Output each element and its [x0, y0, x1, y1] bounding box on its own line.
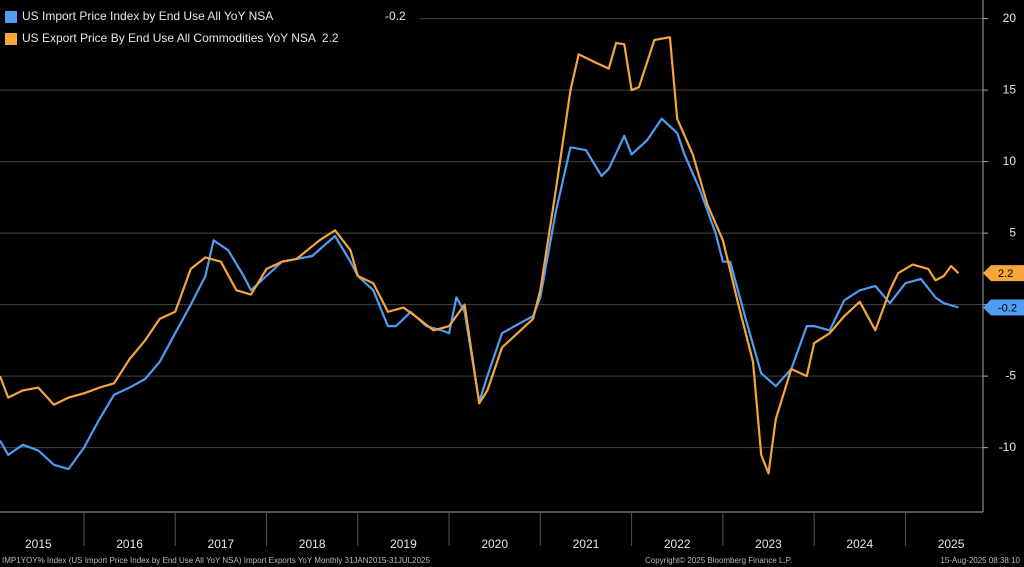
- series-line: [0, 117, 959, 471]
- x-tick-label: 2017: [208, 537, 235, 551]
- x-tick-label: 2018: [299, 537, 326, 551]
- x-tick-label: 2025: [938, 537, 965, 551]
- legend-swatch: [5, 33, 17, 45]
- y-tick-label: -10: [999, 440, 1017, 454]
- y-tick-label: 5: [1009, 225, 1016, 239]
- y-tick-label: -5: [1005, 368, 1016, 382]
- x-tick-label: 2016: [116, 537, 143, 551]
- value-badge: [983, 265, 1024, 282]
- x-tick-label: 2021: [573, 537, 600, 551]
- x-tick-label: 2022: [664, 537, 691, 551]
- y-tick-label: 15: [1003, 82, 1017, 96]
- y-tick-label: 10: [1003, 154, 1017, 168]
- footer: IMP1YOY% Index (US Import Price Index by…: [2, 556, 430, 565]
- timestamp: 15-Aug-2025 08:38:10: [940, 556, 1020, 565]
- legend-box: [0, 4, 420, 50]
- x-tick-label: 2015: [25, 537, 52, 551]
- x-tick-label: 2019: [390, 537, 417, 551]
- x-tick-label: 2024: [846, 537, 873, 551]
- y-tick-label: 20: [1003, 11, 1017, 25]
- legend-value: 2.2: [322, 31, 339, 45]
- value-badge-label: 2.2: [998, 268, 1013, 280]
- copyright: Copyright© 2025 Bloomberg Finance L.P.: [645, 556, 792, 565]
- legend-label: US Import Price Index by End Use All YoY…: [22, 9, 273, 23]
- x-tick-label: 2020: [481, 537, 508, 551]
- legend-value: -0.2: [385, 9, 406, 23]
- legend-label: US Export Price By End Use All Commoditi…: [22, 31, 316, 45]
- legend: US Import Price Index by End Use All YoY…: [0, 4, 420, 50]
- value-badge: [983, 299, 1024, 316]
- legend-swatch: [5, 11, 17, 23]
- series-line: [0, 36, 960, 475]
- x-tick-label: 2023: [755, 537, 782, 551]
- value-badge-label: -0.2: [998, 302, 1017, 314]
